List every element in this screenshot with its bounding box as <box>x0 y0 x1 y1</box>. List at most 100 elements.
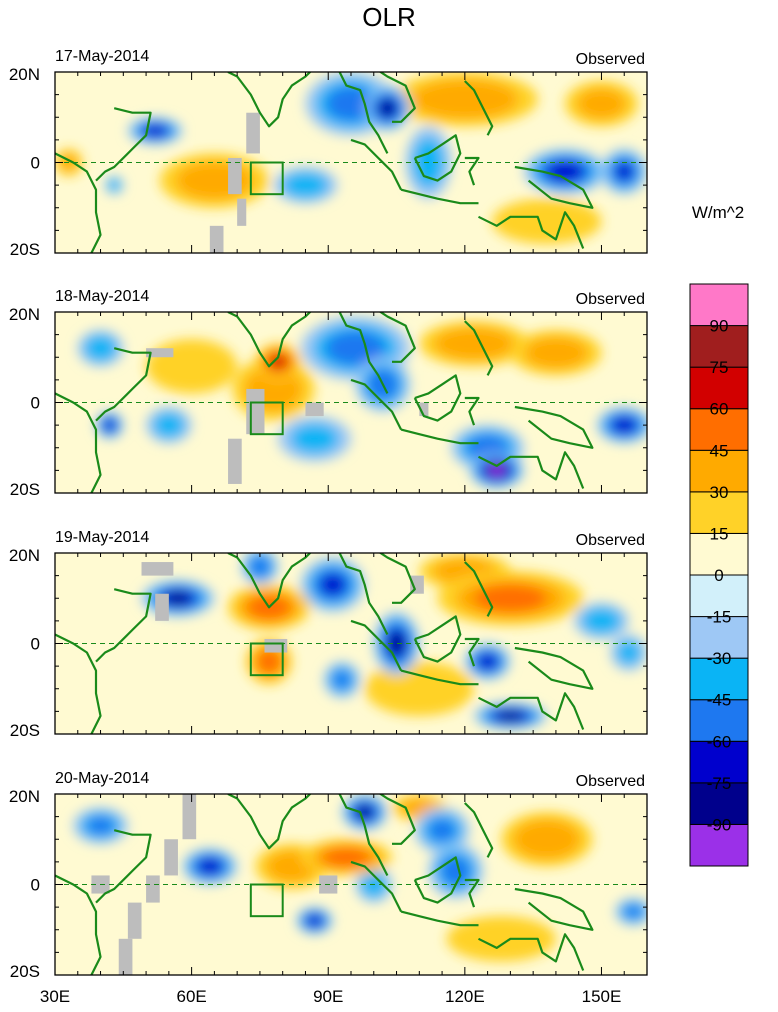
olr-anomaly-contour <box>269 354 288 370</box>
coastline <box>378 72 416 123</box>
olr-anomaly-contour <box>513 819 580 859</box>
olr-anomaly-contour <box>364 661 474 716</box>
olr-anomaly-contour <box>545 160 585 183</box>
coastline <box>464 878 480 908</box>
colorbar-label: -15 <box>707 608 732 627</box>
coastline <box>478 451 585 489</box>
coastline <box>227 312 312 368</box>
coastline <box>413 134 462 182</box>
missing-data-patch <box>305 402 324 417</box>
colorbar-label: 0 <box>714 566 723 585</box>
olr-anomaly-contour <box>379 100 396 116</box>
olr-anomaly-contour <box>496 710 524 721</box>
figure-title: OLR <box>362 2 415 32</box>
olr-anomaly-contour <box>256 649 282 674</box>
region-box <box>249 883 284 918</box>
olr-anomaly-contour <box>165 592 191 605</box>
olr-anomaly-contour <box>249 556 271 577</box>
colorbar-swatch <box>689 449 749 493</box>
y-tick-label: 20S <box>10 721 40 740</box>
missing-data-patch <box>155 593 169 621</box>
panel-tag: Observed <box>576 773 645 790</box>
coastline <box>227 553 312 609</box>
coastline <box>514 887 594 931</box>
coastline <box>378 312 416 363</box>
colorbar-label: -60 <box>707 732 732 751</box>
panel-field <box>55 794 647 975</box>
coastline <box>338 312 389 394</box>
y-tick-label: 20N <box>9 65 40 84</box>
region-box <box>249 401 284 436</box>
olr-anomaly-contour <box>152 412 185 438</box>
olr-anomaly-contour <box>411 79 518 119</box>
coastline <box>464 561 494 617</box>
colorbar-label: -45 <box>707 691 732 710</box>
panel-3: 20N 0 20S 19-May-2014 Observed <box>9 529 648 740</box>
olr-anomaly-contour <box>428 818 456 842</box>
olr-anomaly-contour <box>332 670 351 689</box>
panel-tag: Observed <box>576 51 645 68</box>
coastline <box>400 188 479 205</box>
olr-anomaly-contour <box>196 857 223 875</box>
olr-anomaly-contour <box>103 418 117 432</box>
colorbar-label: -75 <box>707 774 732 793</box>
colorbar-label: -90 <box>707 815 732 834</box>
panel-tag: Observed <box>576 532 645 549</box>
colorbar-swatch <box>689 699 749 742</box>
olr-anomaly-contour <box>577 88 626 119</box>
colorbar-swatch <box>689 408 749 451</box>
colorbar: -90 -75 -60 -45 -30 -15 0 15 30 45 60 75 90 <box>689 283 749 867</box>
missing-data-patch <box>164 839 178 876</box>
missing-data-patch <box>209 225 224 253</box>
coastline <box>227 72 312 128</box>
olr-anomaly-contour <box>326 86 376 121</box>
missing-data-patch <box>182 794 197 840</box>
olr-anomaly-contour <box>142 124 169 138</box>
colorbar-label: 15 <box>710 524 729 543</box>
colorbar-label: -30 <box>707 649 732 668</box>
missing-data-patch <box>264 638 288 653</box>
coastline <box>464 320 494 376</box>
olr-anomaly-contour <box>83 335 118 362</box>
x-tick-label: 150E <box>582 987 622 1006</box>
olr-anomaly-contour <box>388 632 405 655</box>
coastline <box>95 107 152 182</box>
colorbar-swatch <box>689 283 749 327</box>
coastline <box>464 156 480 186</box>
x-tick-label: 60E <box>176 987 206 1006</box>
panel-1: 20N 0 20S 17-May-2014 Observed <box>9 48 648 259</box>
panel-2: 20N 0 20S 18-May-2014 Observed <box>9 288 648 499</box>
region-box <box>249 161 284 196</box>
colorbar-swatch <box>689 823 749 867</box>
missing-data-patch <box>246 112 260 154</box>
y-tick-label: 20S <box>10 480 40 499</box>
olr-anomaly-contour <box>434 327 514 361</box>
y-tick-label: 0 <box>31 154 40 173</box>
colorbar-label: 90 <box>710 317 729 336</box>
colorbar-unit-label: W/m^2 <box>692 203 744 222</box>
x-tick-label: 120E <box>445 987 485 1006</box>
y-tick-label: 20N <box>9 305 40 324</box>
coastline <box>95 829 152 904</box>
coastline <box>400 428 479 445</box>
coastline <box>378 794 416 845</box>
olr-anomaly-contour <box>320 573 346 596</box>
olr-anomaly-contour <box>321 847 371 868</box>
olr-anomaly-contour <box>615 162 634 181</box>
coastline <box>95 347 152 422</box>
region-box <box>249 642 284 677</box>
olr-anomaly-contour <box>616 640 641 665</box>
coastline <box>378 553 416 604</box>
colorbar-swatch <box>689 366 749 410</box>
coastline <box>413 856 462 904</box>
colorbar-label: 60 <box>710 400 729 419</box>
olr-anomaly-contour <box>488 464 505 476</box>
missing-data-patch <box>118 938 133 975</box>
coastline <box>413 615 462 663</box>
olr-anomaly-contour <box>282 171 329 199</box>
olr-anomaly-contour <box>441 856 471 886</box>
y-tick-label: 20N <box>9 546 40 565</box>
y-tick-label: 0 <box>31 635 40 654</box>
missing-data-patch <box>146 875 160 903</box>
